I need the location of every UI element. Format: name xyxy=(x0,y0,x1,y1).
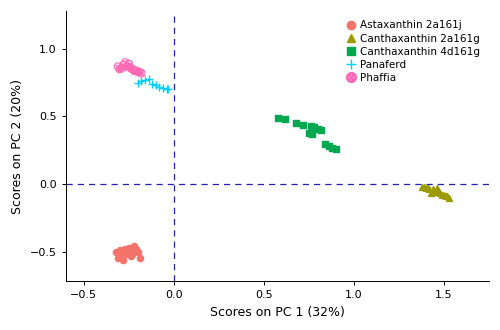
Point xyxy=(116,248,124,253)
Point xyxy=(164,87,172,92)
Point xyxy=(120,62,128,68)
Point xyxy=(123,252,131,257)
Point xyxy=(121,246,129,251)
Point xyxy=(156,84,164,89)
Point xyxy=(132,68,140,73)
Point xyxy=(123,64,131,69)
Canthaxanthin 2a161g xyxy=(418,184,426,189)
Point xyxy=(306,123,314,129)
Canthaxanthin 2a161g xyxy=(429,187,437,192)
Point xyxy=(128,67,136,72)
Point xyxy=(274,115,282,120)
Point xyxy=(318,127,326,133)
Point xyxy=(124,61,132,66)
Point xyxy=(300,122,308,127)
Point xyxy=(321,141,329,146)
Point xyxy=(124,61,132,66)
Point xyxy=(116,67,124,72)
Point xyxy=(159,85,167,91)
Point xyxy=(305,130,313,135)
Canthaxanthin 2a161g xyxy=(422,185,430,191)
Point xyxy=(120,62,128,68)
Point xyxy=(128,67,136,72)
Canthaxanthin 2a161g xyxy=(420,184,428,189)
Point xyxy=(123,64,131,69)
Point xyxy=(124,245,132,250)
Point xyxy=(282,116,290,122)
Point xyxy=(152,83,160,88)
Point xyxy=(144,76,152,81)
Point xyxy=(292,120,300,126)
Point xyxy=(118,65,126,71)
Canthaxanthin 2a161g xyxy=(429,188,437,193)
Canthaxanthin 2a161g xyxy=(440,192,448,197)
Canthaxanthin 2a161g xyxy=(444,194,452,199)
Canthaxanthin 2a161g xyxy=(438,192,446,197)
Point xyxy=(134,69,141,75)
Point xyxy=(138,71,145,76)
Point xyxy=(148,82,156,87)
Point xyxy=(134,69,141,75)
Canthaxanthin 2a161g xyxy=(432,185,440,191)
Canthaxanthin 2a161g xyxy=(426,187,434,192)
Point xyxy=(118,253,126,258)
Point xyxy=(114,64,122,69)
Canthaxanthin 2a161g xyxy=(431,189,439,195)
Canthaxanthin 2a161g xyxy=(442,194,450,199)
Legend: Astaxanthin 2a161j, Canthaxanthin 2a161g, Canthaxanthin 4d161g, Panaferd, Phaffi: Astaxanthin 2a161j, Canthaxanthin 2a161g… xyxy=(343,16,484,87)
Point xyxy=(126,65,134,71)
Point xyxy=(116,67,124,72)
Point xyxy=(126,253,134,258)
Point xyxy=(118,65,126,71)
Point xyxy=(138,79,145,84)
Point xyxy=(114,256,122,261)
Point xyxy=(141,77,149,82)
Point xyxy=(116,254,124,260)
Canthaxanthin 2a161g xyxy=(436,191,444,196)
Point xyxy=(162,87,170,92)
Point xyxy=(130,244,138,249)
Point xyxy=(124,249,132,254)
Point xyxy=(328,145,336,150)
Point xyxy=(136,69,143,75)
Point xyxy=(121,60,129,65)
Point xyxy=(134,249,141,254)
Canthaxanthin 2a161g xyxy=(434,188,442,193)
Point xyxy=(130,68,138,73)
Point xyxy=(136,69,143,75)
Point xyxy=(324,144,332,149)
Point xyxy=(126,65,134,71)
X-axis label: Scores on PC 1 (32%): Scores on PC 1 (32%) xyxy=(210,306,344,319)
Point xyxy=(138,71,145,76)
Point xyxy=(332,146,340,151)
Point xyxy=(134,80,141,85)
Point xyxy=(132,68,140,73)
Point xyxy=(136,256,143,261)
Point xyxy=(308,131,316,137)
Point xyxy=(120,250,128,255)
Point xyxy=(130,68,138,73)
Point xyxy=(128,252,136,257)
Point xyxy=(112,249,120,254)
Point xyxy=(120,257,128,262)
Canthaxanthin 2a161g xyxy=(424,185,432,191)
Canthaxanthin 2a161g xyxy=(432,189,440,195)
Point xyxy=(114,64,122,69)
Y-axis label: Scores on PC 2 (20%): Scores on PC 2 (20%) xyxy=(11,79,24,214)
Point xyxy=(310,125,318,130)
Point xyxy=(132,246,140,251)
Point xyxy=(314,126,322,131)
Point xyxy=(121,60,129,65)
Canthaxanthin 2a161g xyxy=(446,195,454,200)
Canthaxanthin 2a161g xyxy=(428,191,436,196)
